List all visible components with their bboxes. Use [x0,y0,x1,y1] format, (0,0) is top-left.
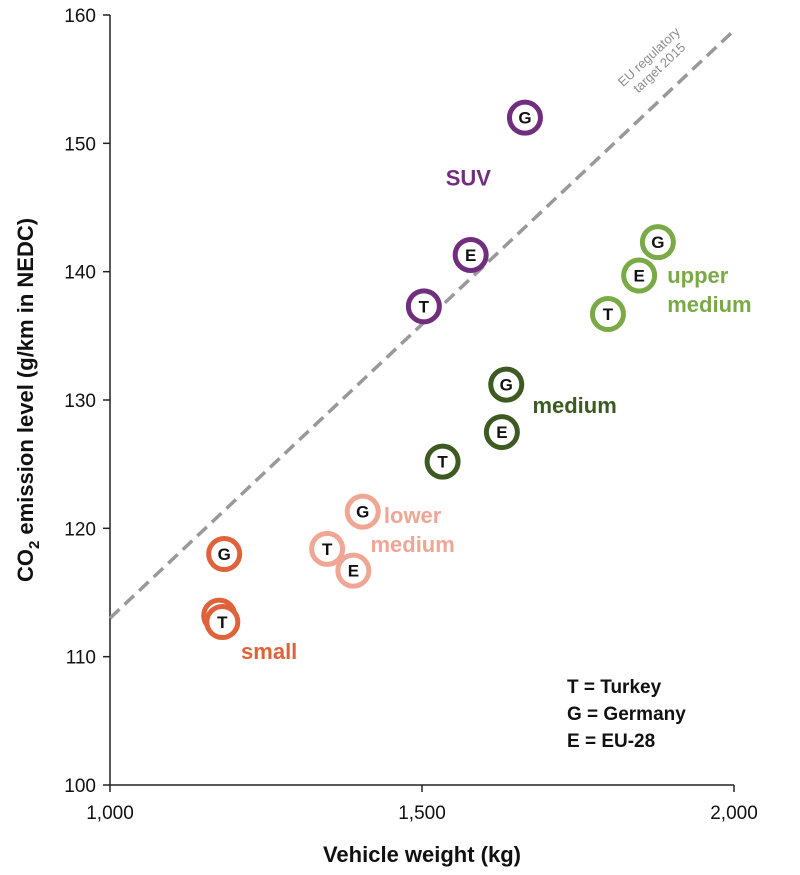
data-point: G [506,99,543,136]
x-tick-label: 2,000 [710,803,758,824]
data-point-label: G [500,376,513,395]
data-point-marker [335,552,372,589]
group-label-line: medium [370,532,454,557]
x-tick-label: 1,500 [398,803,446,824]
data-point-label: G [218,545,231,564]
group-label-line: upper [667,263,729,288]
data-point: E [621,257,658,294]
data-point-marker [204,604,241,641]
legend: T = Turkey G = Germany E = EU-28 [567,677,686,752]
target-line-label: EU regulatorytarget 2015 [615,24,694,101]
data-point: T [589,296,626,333]
group-label: lower medium [370,503,454,557]
y-axis-title-suffix: emission level (g/km in NEDC) [13,218,38,541]
data-point: E [452,236,489,273]
data-point: T [309,530,346,567]
data-point-label: T [217,613,228,632]
data-point-marker [621,257,658,294]
data-point: G [344,493,381,530]
y-tick-label: 110 [66,648,96,669]
data-points: GETGTEGETGETGET [201,99,676,641]
data-point: G [488,366,525,403]
data-point-label: E [633,267,644,286]
data-point-marker [344,493,381,530]
group-label-line: small [241,639,297,664]
y-tick-label: 150 [64,134,96,155]
group-label-line: SUV [446,166,492,191]
group-label: small [241,639,297,664]
data-point: T [424,443,461,480]
group-label: SUV [446,166,492,191]
data-point-marker [405,288,442,325]
data-point: E [335,552,372,589]
data-point-marker [452,236,489,273]
group-label-line: lower [384,503,442,528]
y-axis-title: CO2 emission level (g/km in NEDC) [13,218,43,582]
data-point-label: E [465,246,476,265]
data-point-marker [309,530,346,567]
y-axis-title-subscript: 2 [26,541,43,549]
data-point-marker [488,366,525,403]
data-point-label: T [603,305,614,324]
x-tick-label: 1,000 [86,803,134,824]
y-tick-label: 120 [64,519,96,540]
data-point-marker [483,414,520,451]
y-tick-label: 100 [64,776,96,797]
data-point-label: G [356,503,369,522]
legend-entry: T = Turkey [567,677,662,698]
group-labels: SUV upper medium medium lower medium small [241,166,752,665]
group-label: upper medium [667,263,751,317]
group-label-line: medium [667,292,751,317]
legend-entry: E = EU-28 [567,731,655,752]
data-point-marker [589,296,626,333]
data-point-marker [639,224,676,261]
data-point-label: E [348,562,359,581]
legend-entry: G = Germany [567,704,686,725]
data-point-label: E [496,423,507,442]
axis-titles: Vehicle weight (kg) CO2 emission level (g… [13,218,521,867]
data-point: G [206,536,243,572]
data-point-label: G [518,109,531,128]
group-label: medium [532,393,616,418]
y-axis-title-prefix: CO [13,549,38,582]
data-point-label: T [437,453,448,472]
data-point-marker [424,443,461,480]
eu-target-line [108,29,736,620]
axes: 100 110 120 130 140 150 160 1,000 1,500 2,000 [64,6,757,824]
data-point: T [405,288,442,325]
data-point-label: T [419,297,430,316]
y-tick-label: 160 [64,6,96,27]
y-tick-label: 130 [64,391,96,412]
data-point: G [639,224,676,261]
y-tick-label: 140 [64,263,96,284]
group-label-line: medium [532,393,616,418]
data-point: E [483,414,520,451]
x-axis-title: Vehicle weight (kg) [323,842,521,867]
data-point-marker [206,536,243,572]
data-point-label: T [322,540,333,559]
data-point: T [204,604,241,641]
data-point-marker [506,99,543,136]
data-point-label: G [651,233,664,252]
